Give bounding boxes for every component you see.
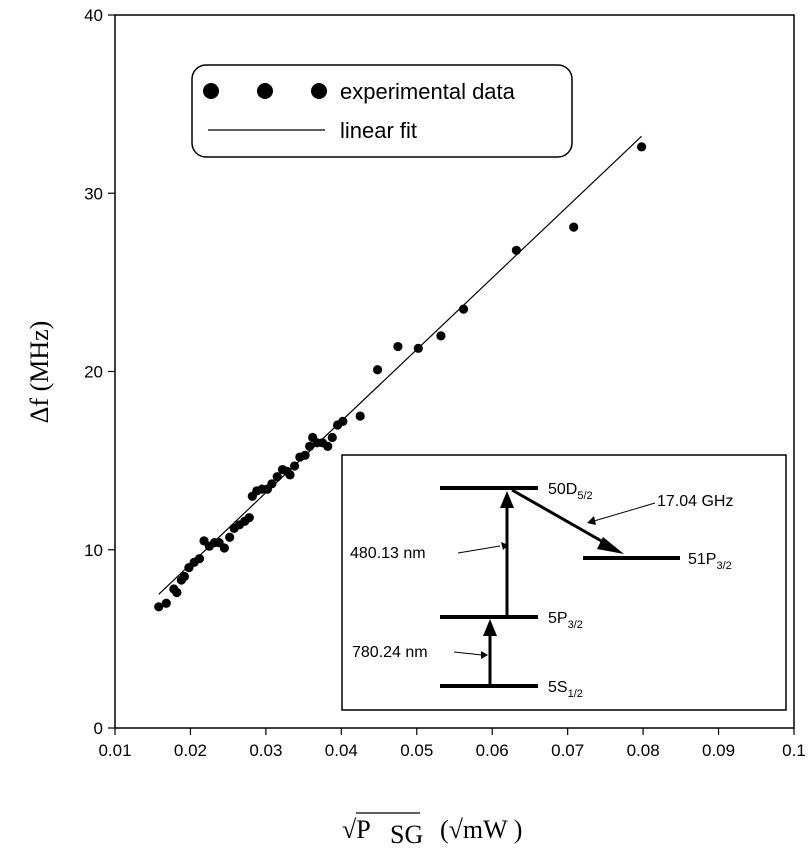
level-5p-sub: 3/2 [568,619,583,631]
data-point [172,587,182,598]
x-tick-label: 0.03 [249,741,282,760]
data-point [323,441,333,451]
level-5s-label: 5S1/2 [548,679,583,700]
y-tick-label: 0 [94,719,103,738]
microwave-arrowhead [597,537,624,554]
x-axis-title-sub: SG [390,820,423,849]
level-5p-label: 5P3/2 [548,610,583,631]
data-point [219,543,229,553]
energy-level-inset: 50D5/2 51P3/2 5P3/2 5S1/2 480.13 nm 780.… [341,454,787,711]
data-point [327,432,337,443]
level-5p-main: 5P [548,610,568,627]
microwave-pointer-head [587,516,596,525]
data-point [285,470,295,480]
blue-transition-pointer-head [501,542,508,550]
data-point [372,365,383,375]
x-tick-label: 0.09 [702,741,735,760]
x-axis: 0.01 0.02 0.03 0.04 0.05 0.06 0.07 0.08 0.09 0.1 [98,728,806,760]
level-5s-sub: 1/2 [568,688,583,700]
fit-line-group [158,135,643,595]
legend-marker [311,83,327,99]
y-axis-title: Δf (MHz) [25,321,54,424]
x-tick-label: 0.07 [551,741,584,760]
legend-label-fit: linear fit [340,118,417,143]
level-50d-main: 50D [548,481,577,498]
x-axis-title-units: (√mW ) [440,815,522,844]
level-5s-main: 5S [548,679,568,696]
legend-box [191,64,573,158]
level-51p-main: 51P [688,551,716,568]
microwave-arrow-shaft [511,488,613,549]
data-point [161,598,171,608]
data-point [393,341,403,352]
x-tick-label: 0.02 [174,741,207,760]
data-point [154,602,164,612]
level-50d-sub: 5/2 [577,490,592,502]
data-point [305,441,315,451]
x-tick-label: 0.06 [476,741,509,760]
data-point [289,461,300,471]
x-tick-label: 0.08 [627,741,660,760]
data-point [458,304,469,314]
blue-transition-arrowhead [500,491,514,508]
x-tick-label: 0.04 [325,741,358,760]
legend: experimental data linear fit [191,64,573,158]
x-axis-title: √P [342,815,371,844]
data-point [267,479,277,489]
data-points [154,142,647,612]
y-tick-label: 30 [84,184,103,203]
level-51p-label: 51P3/2 [688,551,732,572]
red-transition-pointer [453,651,483,656]
data-point [194,554,205,564]
x-tick-label: 0.01 [98,741,131,760]
x-tick-label: 0.05 [400,741,433,760]
data-point [355,411,365,421]
legend-marker [203,83,219,99]
y-tick-label: 20 [84,363,103,382]
y-axis: 0 10 20 30 40 [84,6,115,738]
data-point [511,245,521,255]
legend-marker [257,83,273,99]
blue-transition-label: 480.13 nm [350,545,426,562]
data-point [179,571,190,582]
red-transition-arrowhead [483,619,497,636]
x-tick-label: 0.1 [782,741,806,760]
legend-label-data: experimental data [340,79,516,104]
data-point [637,142,647,152]
y-tick-label: 40 [84,6,103,25]
red-transition-pointer-head [481,651,488,659]
data-point [338,416,348,427]
data-point [244,513,254,523]
inset-frame [341,454,787,711]
x-axis-title-group: √P SG (√mW ) [342,812,522,849]
level-51p-sub: 3/2 [716,560,731,572]
red-transition-label: 780.24 nm [352,644,428,661]
data-point [413,343,423,353]
microwave-label: 17.04 GHz [657,493,733,510]
blue-transition-pointer [457,545,501,554]
data-point [436,331,446,341]
y-tick-label: 10 [84,541,103,560]
data-point [300,450,310,460]
level-50d-label: 50D5/2 [548,481,593,502]
data-point [225,532,235,542]
data-point [569,222,579,232]
microwave-pointer [593,502,656,522]
data-point [272,472,282,482]
linear-fit-line [158,135,643,595]
